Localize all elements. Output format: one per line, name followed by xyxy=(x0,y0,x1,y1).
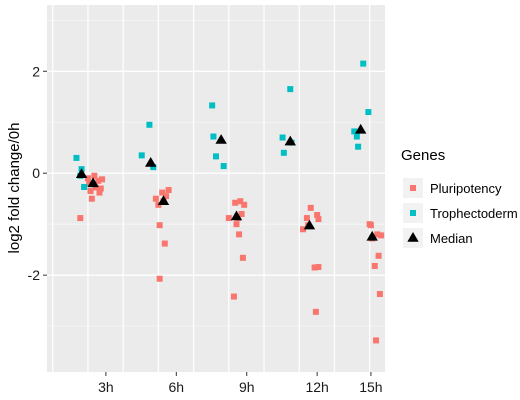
y-tick-label: 0 xyxy=(32,165,40,181)
legend-title: Genes xyxy=(401,147,445,164)
median-point xyxy=(284,135,296,146)
y-tick-label: -2 xyxy=(28,267,41,283)
pluripotency-point xyxy=(161,240,168,247)
pluripotency-point xyxy=(232,199,239,206)
pluripotency-point xyxy=(152,195,159,202)
y-tick-label: 2 xyxy=(32,63,40,79)
pluripotency-point xyxy=(163,193,170,200)
pluripotency-point xyxy=(225,215,232,222)
pluripotency-point xyxy=(312,308,319,315)
x-tick-label: 9h xyxy=(239,379,255,395)
pluripotency-point xyxy=(300,226,307,233)
y-axis-ticks: -2 0 2 xyxy=(28,63,47,283)
legend-square-marker xyxy=(410,210,416,216)
median-point xyxy=(366,230,378,241)
trophectoderm-point xyxy=(279,134,286,141)
median-point xyxy=(157,195,170,205)
pluripotency-point xyxy=(96,189,103,196)
pluripotency-point xyxy=(371,262,378,269)
pluripotency-point xyxy=(91,172,98,179)
pluripotency-point xyxy=(165,187,172,194)
pluripotency-point xyxy=(95,177,102,184)
median-point xyxy=(215,134,227,144)
pluripotency-point xyxy=(241,201,248,208)
pluripotency-point xyxy=(88,195,95,202)
legend-label: Pluripotency xyxy=(430,181,502,196)
x-tick-label: 6h xyxy=(169,379,185,395)
trophectoderm-point xyxy=(213,153,219,160)
pluripotency-point xyxy=(315,216,322,223)
trophectoderm-point xyxy=(351,128,358,135)
x-tick-label: 15h xyxy=(359,379,382,395)
trophectoderm-point xyxy=(138,152,145,159)
pluripotency-point xyxy=(86,180,93,187)
pluripotency-point xyxy=(92,184,99,191)
trophectoderm-point xyxy=(287,86,294,93)
pluripotency-point xyxy=(375,252,382,259)
trophectoderm-point xyxy=(210,133,217,140)
median-point xyxy=(87,177,99,188)
median-point xyxy=(303,219,316,230)
pluripotency-point xyxy=(99,176,106,183)
median-point xyxy=(75,168,88,178)
trophectoderm-point xyxy=(209,102,216,109)
pluripotency-point xyxy=(233,221,240,228)
legend-label: Trophectoderm xyxy=(430,206,518,221)
median-point xyxy=(145,157,157,167)
legend-entry-pluripotency: Pluripotency xyxy=(403,178,502,198)
pluripotency-point xyxy=(84,175,91,182)
pluripotency-point xyxy=(307,204,314,211)
trophectoderm-point xyxy=(353,133,360,140)
trophectoderm-point xyxy=(355,143,362,150)
median-point xyxy=(354,123,367,134)
pluripotency-point xyxy=(376,291,383,298)
major-gridlines xyxy=(47,5,385,372)
data-points xyxy=(73,60,385,344)
legend-median-marker xyxy=(407,232,419,242)
trophectoderm-point xyxy=(146,121,153,128)
median-point xyxy=(230,210,243,221)
trophectoderm-point xyxy=(280,149,287,156)
legend-label: Median xyxy=(430,231,473,246)
pluripotency-point xyxy=(373,337,380,344)
pluripotency-point xyxy=(159,189,166,196)
trophectoderm-point xyxy=(220,163,227,170)
minor-gridlines xyxy=(47,19,385,327)
pluripotency-point xyxy=(374,231,381,238)
x-tick-label: 3h xyxy=(98,379,114,395)
pluripotency-point xyxy=(97,185,104,192)
pluripotency-point xyxy=(239,254,246,261)
x-axis-ticks: 3h 6h 9h 12h 15h xyxy=(98,372,383,395)
trophectoderm-point xyxy=(360,60,367,67)
y-axis-title: log2 fold change/0h xyxy=(6,123,23,254)
legend-entry-median: Median xyxy=(403,228,473,248)
pluripotency-point xyxy=(303,215,310,222)
trophectoderm-point xyxy=(73,154,80,161)
trophectoderm-point xyxy=(365,109,372,116)
legend-square-marker xyxy=(410,185,416,191)
legend: Genes Pluripotency Trophectoderm Median xyxy=(401,147,518,248)
pluripotency-point xyxy=(156,222,163,229)
pluripotency-point xyxy=(236,231,243,238)
pluripotency-point xyxy=(367,222,374,229)
trophectoderm-point xyxy=(150,164,157,171)
pluripotency-point xyxy=(87,188,94,195)
pluripotency-point xyxy=(237,198,244,205)
pluripotency-point xyxy=(156,275,163,282)
legend-entry-trophectoderm: Trophectoderm xyxy=(403,203,518,223)
pluripotency-point xyxy=(378,232,385,239)
pluripotency-point xyxy=(314,212,321,219)
pluripotency-point xyxy=(238,210,245,217)
pluripotency-point xyxy=(77,215,84,222)
pluripotency-point xyxy=(230,293,237,300)
x-tick-label: 12h xyxy=(305,379,328,395)
pluripotency-point xyxy=(315,263,322,270)
pluripotency-point xyxy=(311,264,318,271)
trophectoderm-point xyxy=(81,183,88,190)
